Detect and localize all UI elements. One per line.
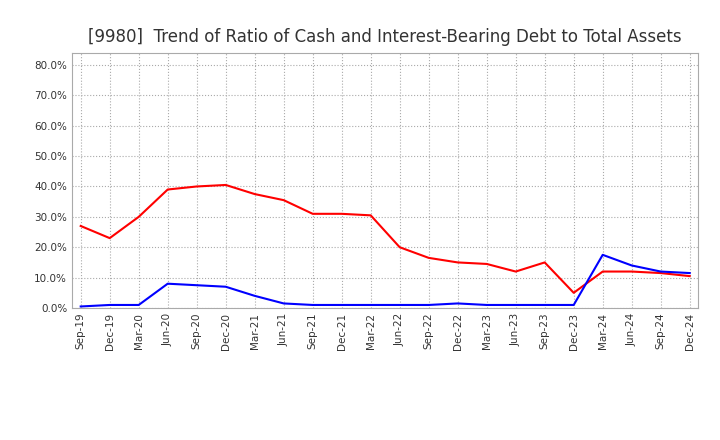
Cash [279,198,288,203]
Interest-Bearing Debt [279,301,288,306]
Cash [338,211,346,216]
Cash [192,184,201,189]
Interest-Bearing Debt [105,302,114,308]
Interest-Bearing Debt [76,304,85,309]
Interest-Bearing Debt [338,302,346,308]
Cash [627,269,636,274]
Cash [105,235,114,241]
Cash [511,269,520,274]
Interest-Bearing Debt [366,302,375,308]
Cash [598,269,607,274]
Interest-Bearing Debt [454,301,462,306]
Cash [221,182,230,187]
Cash [308,211,317,216]
Cash [454,260,462,265]
Interest-Bearing Debt [163,281,172,286]
Interest-Bearing Debt [251,293,259,298]
Interest-Bearing Debt [657,269,665,274]
Cash [76,224,85,229]
Cash [685,273,694,279]
Interest-Bearing Debt [308,302,317,308]
Interest-Bearing Debt [424,302,433,308]
Interest-Bearing Debt [192,282,201,288]
Cash [570,290,578,295]
Cash [163,187,172,192]
Interest-Bearing Debt [135,302,143,308]
Interest-Bearing Debt [541,302,549,308]
Interest-Bearing Debt [570,302,578,308]
Cash [541,260,549,265]
Interest-Bearing Debt [395,302,404,308]
Cash [424,255,433,260]
Cash [251,191,259,197]
Cash [657,271,665,276]
Line: Cash: Cash [81,185,690,293]
Interest-Bearing Debt [482,302,491,308]
Interest-Bearing Debt [511,302,520,308]
Interest-Bearing Debt [598,252,607,257]
Cash [135,214,143,220]
Cash [482,261,491,267]
Line: Interest-Bearing Debt: Interest-Bearing Debt [81,255,690,307]
Cash [366,213,375,218]
Cash [395,245,404,250]
Interest-Bearing Debt [627,263,636,268]
Interest-Bearing Debt [685,271,694,276]
Title: [9980]  Trend of Ratio of Cash and Interest-Bearing Debt to Total Assets: [9980] Trend of Ratio of Cash and Intere… [89,28,682,46]
Interest-Bearing Debt [221,284,230,290]
